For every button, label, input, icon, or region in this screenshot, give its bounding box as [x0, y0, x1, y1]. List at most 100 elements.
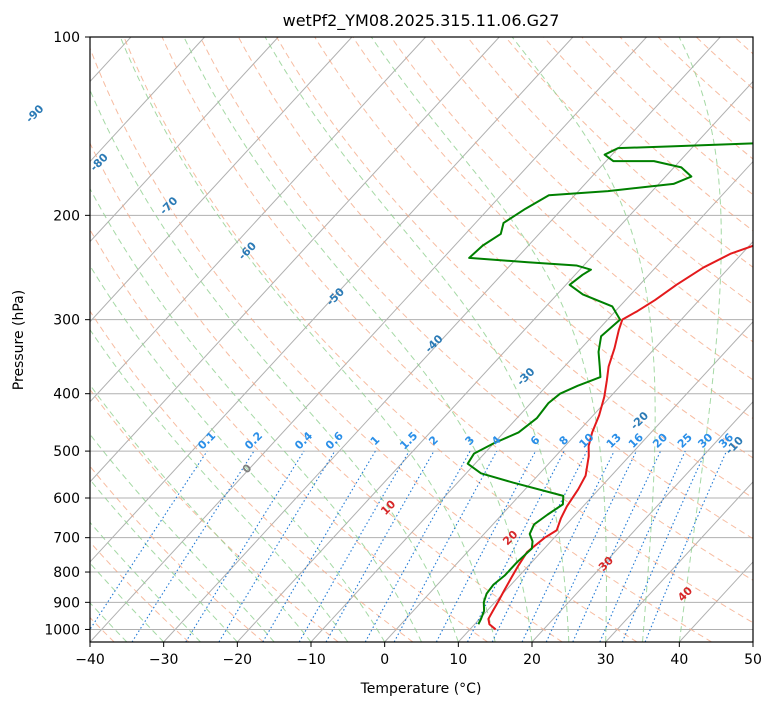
- dry-adiabat-label: -70: [157, 194, 180, 217]
- mixing-ratio-line: [491, 450, 588, 642]
- temperature-profile-line: [487, 244, 753, 631]
- dry-adiabat-line: [161, 37, 753, 624]
- isotherm-line: [90, 37, 647, 642]
- dry-adiabat-line: [619, 37, 753, 160]
- mixing-ratio-label: 20: [650, 430, 670, 450]
- isotherm-line: [163, 37, 721, 642]
- moist-adiabat-line: [90, 478, 238, 642]
- isotherm-line: [384, 240, 753, 642]
- dry-adiabat-line: [276, 37, 753, 499]
- mixing-ratio-label: 16: [626, 430, 646, 450]
- isotherm-line: [90, 37, 353, 323]
- x-tick-label: 40: [670, 652, 688, 668]
- moist-adiabat-label: 10: [378, 497, 398, 517]
- y-axis-label: Pressure (hPa): [11, 290, 27, 390]
- dry-adiabat-line: [90, 228, 488, 642]
- mixing-ratio-line: [621, 450, 707, 642]
- mixing-ratio-label: 13: [604, 431, 624, 451]
- y-tick-label: 600: [53, 491, 80, 507]
- isotherm-line: [90, 37, 500, 483]
- mixing-ratio-line: [572, 450, 662, 642]
- isotherm-line: [90, 37, 426, 403]
- moist-adiabat-label: 20: [500, 528, 520, 548]
- mixing-ratio-line: [644, 450, 728, 642]
- moist-adiabat-line: [183, 37, 533, 642]
- dry-adiabat-line: [90, 541, 190, 642]
- moist-adiabat-line: [90, 88, 459, 642]
- x-tick-label: −20: [223, 652, 253, 668]
- moist-adiabat-line: [511, 37, 656, 642]
- isotherm-line: [90, 37, 574, 563]
- dry-adiabat-line: [505, 37, 753, 268]
- moist-adiabat-line: [90, 328, 349, 642]
- mixing-ratio-label: 30: [695, 430, 715, 450]
- dry-adiabat-line: [237, 37, 753, 540]
- x-tick-label: 20: [523, 652, 541, 668]
- y-tick-label: 100: [53, 30, 80, 46]
- moist-adiabat-line: [678, 37, 722, 642]
- dry-adiabat-label: -80: [88, 150, 111, 173]
- mixing-ratio-label: 0.6: [323, 429, 346, 452]
- mixing-ratio-line: [185, 450, 305, 642]
- isotherm-line: [752, 641, 753, 642]
- dry-adiabat-line: [199, 37, 753, 581]
- dry-adiabat-line: [581, 37, 753, 196]
- dry-adiabat-line: [390, 37, 753, 381]
- x-tick-label: 10: [449, 652, 467, 668]
- mixing-ratio-label: 1: [368, 433, 383, 448]
- moist-adiabat-line: [90, 433, 275, 642]
- mixing-ratio-label: 10: [577, 430, 597, 450]
- mixing-ratio-label: 0.2: [242, 429, 265, 452]
- moist-adiabat-line: [264, 37, 570, 642]
- dry-adiabat-line: [123, 37, 712, 642]
- mixing-ratio-label: 8: [557, 433, 572, 448]
- x-tick-label: −40: [75, 652, 105, 668]
- dry-adiabat-line: [734, 37, 753, 55]
- y-tick-label: 200: [53, 208, 80, 224]
- moist-adiabat-line: [90, 264, 386, 642]
- y-tick-label: 500: [53, 444, 80, 460]
- dry-adiabat-label: -90: [23, 102, 46, 125]
- y-tick-label: 1000: [44, 622, 80, 638]
- x-tick-label: −30: [149, 652, 179, 668]
- mixing-ratio-line: [298, 450, 410, 642]
- mixing-ratio-label: 1.5: [397, 429, 420, 452]
- mixing-ratio-line: [467, 450, 565, 642]
- moist-adiabat-line: [370, 37, 607, 642]
- mixing-ratio-line: [521, 450, 615, 642]
- dry-adiabat-line: [90, 142, 563, 642]
- x-tick-label: −10: [296, 652, 326, 668]
- isotherm-line: [90, 37, 279, 243]
- dry-adiabat-line: [90, 465, 264, 642]
- isotherm-line: [236, 80, 753, 642]
- x-tick-label: 50: [744, 652, 762, 668]
- axes: −40 −30 −20 −10 0 10 20 30 40 5010020030040050060…: [44, 30, 762, 668]
- moist-adiabat-label: 0: [240, 461, 255, 476]
- dry-adiabat-line: [695, 37, 753, 90]
- dry-adiabat-label: -30: [514, 365, 537, 388]
- dry-adiabat-line: [90, 310, 414, 642]
- mixing-ratio-line: [545, 450, 637, 642]
- dewpoint-profile-line: [466, 142, 753, 625]
- chart-title: wetPf2_YM08.2025.315.11.06.G27: [283, 11, 560, 31]
- mixing-ratio-line: [393, 450, 498, 642]
- y-tick-label: 900: [53, 595, 80, 611]
- isotherm-line: [605, 481, 753, 642]
- x-axis-label: Temperature (°C): [360, 681, 482, 697]
- isotherm-line: [0, 37, 57, 642]
- y-tick-label: 400: [53, 387, 80, 403]
- mixing-ratio-label: 2: [426, 433, 441, 448]
- isotherm-line: [457, 320, 753, 642]
- mixing-ratio-line: [262, 450, 376, 642]
- y-tick-label: 700: [53, 531, 80, 547]
- dry-adiabat-label: -20: [628, 409, 651, 432]
- mixing-ratio-line: [364, 450, 471, 642]
- mixing-ratio-line: [599, 450, 686, 642]
- mixing-ratio-line: [131, 450, 255, 642]
- dry-adiabat-line: [90, 46, 638, 642]
- x-tick-label: 0: [380, 652, 389, 668]
- dry-adiabat-line: [466, 37, 753, 305]
- mixing-ratio-label: 3: [463, 433, 478, 448]
- plot-frame: [89, 36, 754, 643]
